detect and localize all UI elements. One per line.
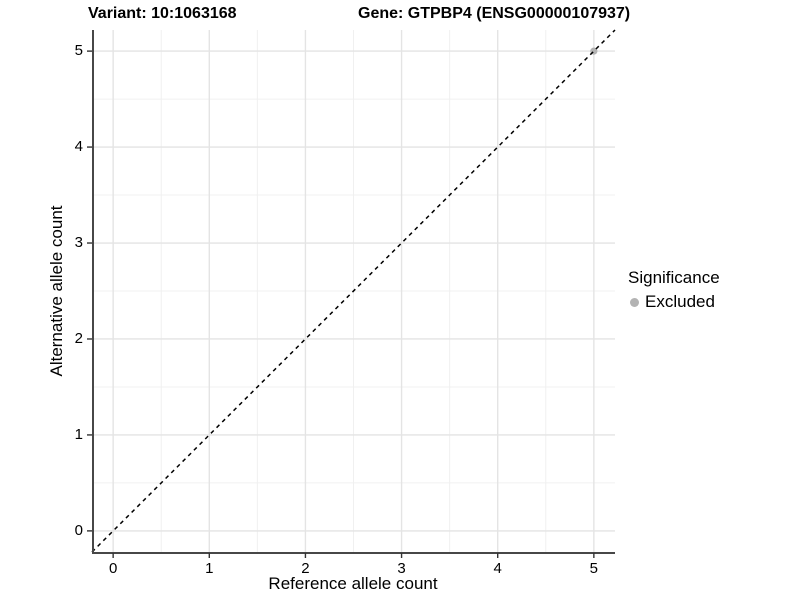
x-axis-label: Reference allele count (268, 574, 438, 593)
x-tick-label: 3 (397, 560, 406, 577)
x-tick-label: 0 (108, 560, 118, 577)
y-axis-label: Alternative allele count (47, 205, 66, 377)
y-tick-label: 1 (74, 425, 83, 443)
legend-item-excluded: Excluded (628, 292, 720, 312)
legend-point-icon (630, 297, 639, 307)
y-tick-label: 0 (74, 521, 83, 539)
legend: Significance Excluded (628, 268, 720, 312)
x-tick-label: 1 (205, 560, 214, 577)
plot-title-variant: Variant: 10:1063168 (88, 5, 237, 22)
plot-panel (87, 29, 616, 558)
x-tick-label: 4 (493, 560, 502, 577)
legend-item-label: Excluded (645, 292, 715, 311)
x-tick-label: 2 (301, 560, 310, 577)
identity-line (91, 29, 616, 553)
legend-items: Excluded (628, 292, 720, 312)
plot-area (87, 29, 616, 558)
y-tick-label: 3 (74, 234, 83, 252)
y-tick-label: 5 (74, 42, 83, 60)
y-tick-label: 2 (74, 329, 83, 347)
plot-title-gene: Gene: GTPBP4 (ENSG00000107937) (358, 5, 631, 22)
y-tick-label: 4 (74, 138, 83, 156)
x-tick-label: 5 (589, 560, 599, 577)
legend-title: Significance (628, 268, 720, 287)
